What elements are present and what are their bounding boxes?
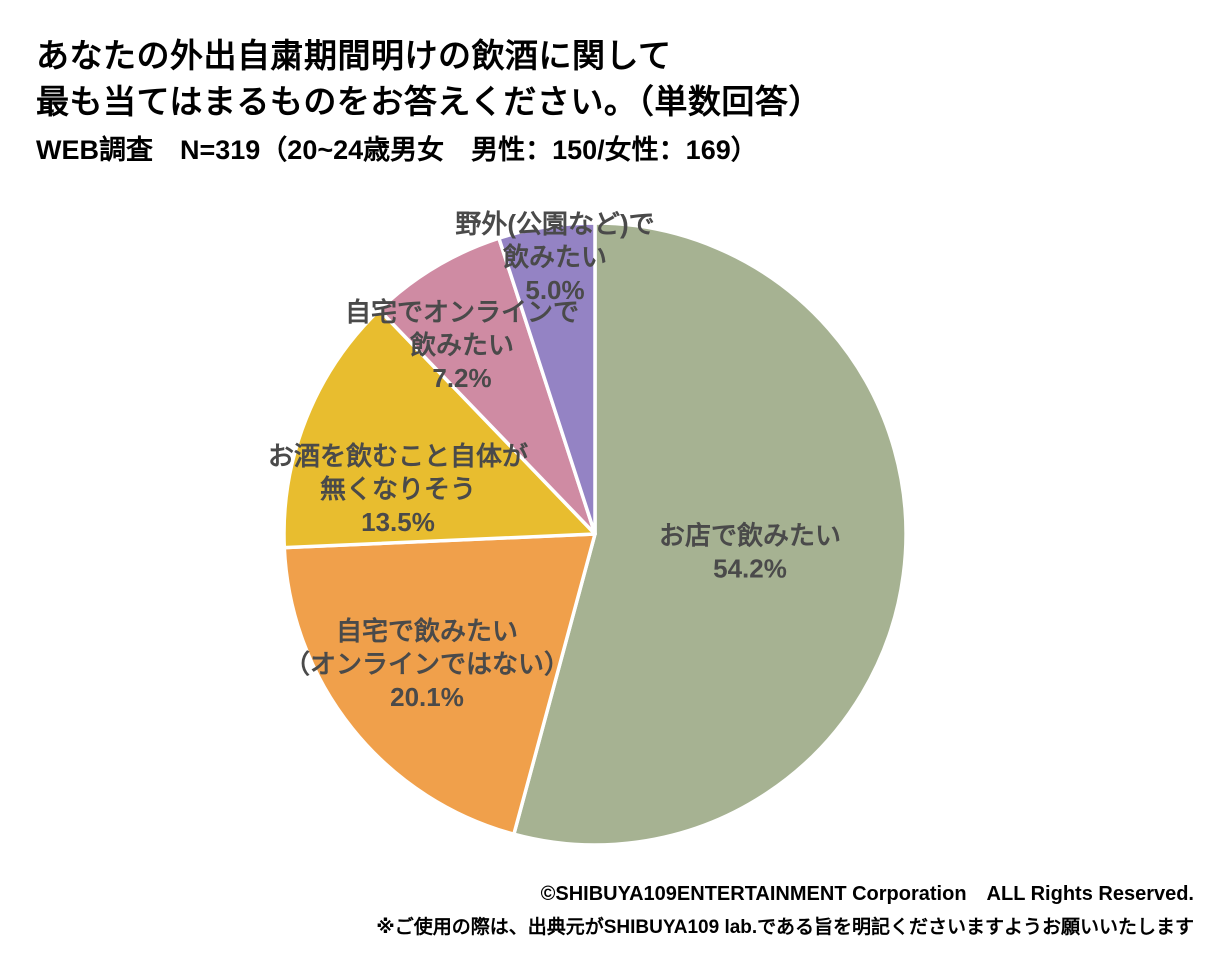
- pie-slice-4: [377, 236, 597, 536]
- survey-sample-info: WEB調査 N=319（20~24歳男女 男性：150/女性：169）: [36, 135, 758, 165]
- pie-slice-5: [497, 221, 597, 536]
- pie-slice-label-3: お酒を飲むこと自体が無くなりそう 13.5%: [268, 441, 528, 537]
- footer-block: ©SHIBUYA109ENTERTAINMENT Corporation ALL…: [376, 882, 1194, 940]
- pie-slice-label-2: 自宅で飲みたい（オンラインではない） 20.1%: [284, 616, 570, 712]
- pie-slice-label-4: 自宅でオンラインで飲みたい 7.2%: [345, 297, 579, 393]
- copyright-text: ©SHIBUYA109ENTERTAINMENT Corporation ALL…: [540, 883, 1194, 905]
- source-note: ※ご使用の際は、出典元がSHIBUYA109 lab.である旨を明記くださいます…: [376, 917, 1194, 938]
- pie-slice-2: [282, 532, 597, 836]
- title-block: あなたの外出自粛期間明けの飲酒に関して 最も当てはまるものをお答えください。（単…: [36, 33, 822, 168]
- pie-slice-label-5: 野外(公園など)で飲みたい 5.0%: [455, 209, 654, 305]
- pie-slice-3: [282, 308, 597, 550]
- pie-slice-label-1: お店で飲みたい 54.2%: [659, 521, 841, 584]
- survey-question-line1: あなたの外出自粛期間明けの飲酒に関して: [36, 37, 672, 74]
- survey-question-line2: 最も当てはまるものをお答えください。（単数回答）: [36, 83, 822, 120]
- pie-slice-1: [512, 221, 908, 847]
